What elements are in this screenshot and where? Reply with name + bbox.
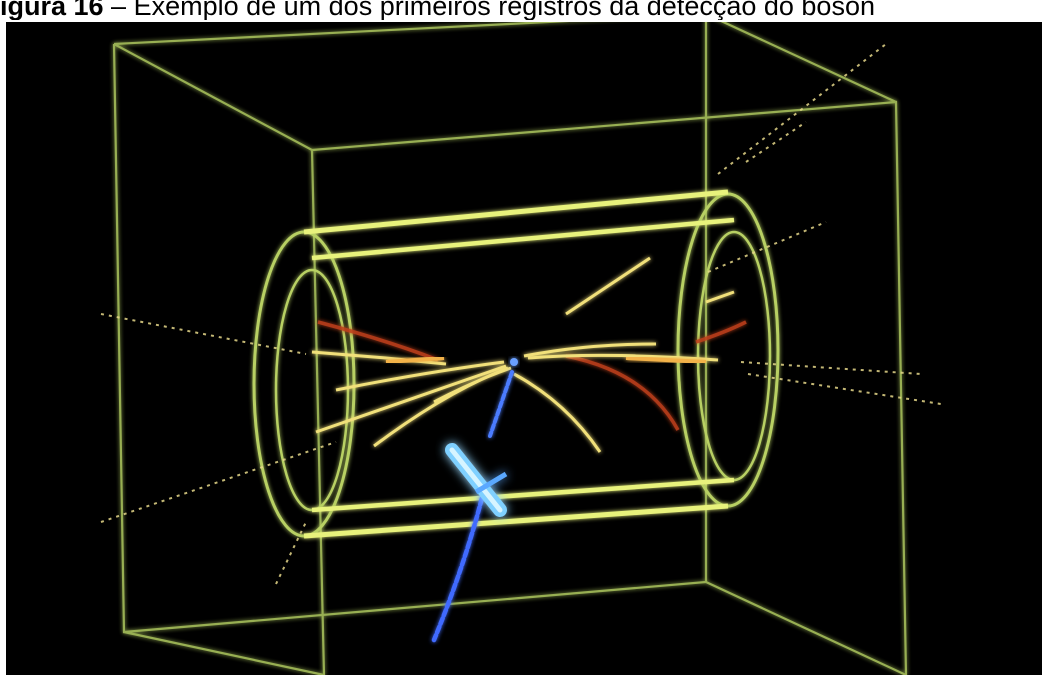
caption-text: Exemplo de um dos primeiros registros da… bbox=[133, 0, 875, 20]
tracker-cylinder bbox=[252, 189, 780, 539]
figure-caption: igura 16 – Exemplo de um dos primeiros r… bbox=[0, 0, 1043, 20]
caption-separator: – bbox=[103, 0, 134, 20]
event-display-drawing bbox=[100, 22, 942, 675]
orange-track-segments bbox=[385, 356, 707, 364]
dotted-tracks bbox=[100, 43, 942, 585]
red-tracks bbox=[317, 320, 747, 431]
event-display-image bbox=[6, 22, 1042, 675]
blue-energy-tower bbox=[445, 443, 508, 517]
detector-box-frame bbox=[112, 22, 908, 675]
collision-vertex bbox=[510, 358, 518, 366]
yellow-tracks bbox=[311, 256, 735, 453]
blue-tracks bbox=[431, 370, 514, 643]
figure-label: igura 16 bbox=[0, 0, 104, 20]
